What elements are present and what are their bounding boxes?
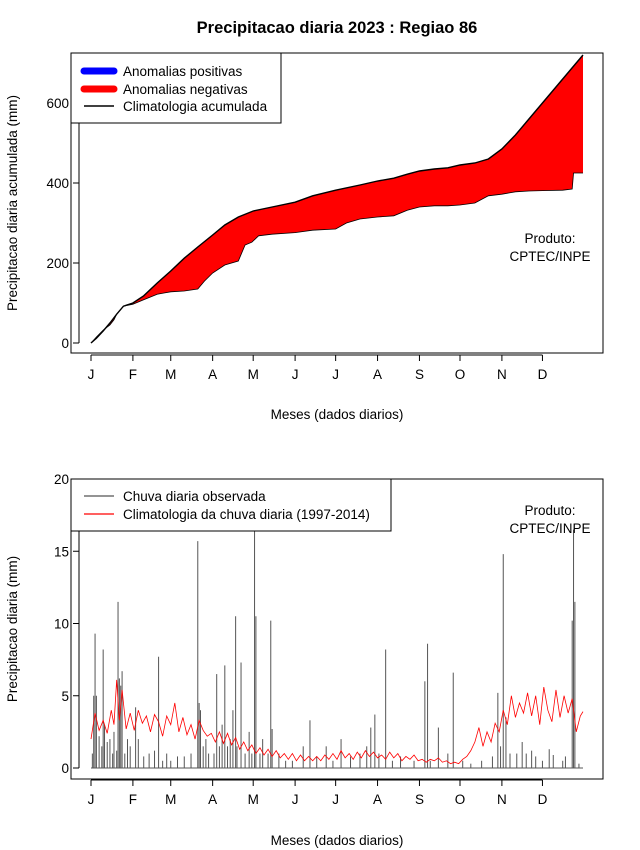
daily-x-tick-label: A <box>373 792 382 807</box>
cumulative-x-axis-label: Meses (dados diarios) <box>271 407 404 422</box>
cumulative-y-tick-label: 600 <box>46 96 69 111</box>
cumulative-y-tick-label: 400 <box>46 176 69 191</box>
cumulative-legend: Anomalias positivas Anomalias negativas … <box>70 52 282 124</box>
daily-x-tick-label: D <box>538 792 548 807</box>
cumulative-y-tick-label: 0 <box>61 336 69 351</box>
daily-x-tick-label: M <box>165 792 176 807</box>
cumulative-x-tick-label: F <box>129 367 137 382</box>
daily-product-source: CPTEC/INPE <box>509 521 590 536</box>
daily-x-tick-label: A <box>208 792 217 807</box>
daily-x-tick-label: F <box>129 792 137 807</box>
cumulative-plot-area <box>90 54 584 344</box>
daily-y-tick-label: 5 <box>61 689 69 704</box>
cumulative-x-tick-label: J <box>292 367 299 382</box>
daily-x-tick-label: O <box>455 792 466 807</box>
cumulative-x-tick-label: D <box>538 367 548 382</box>
daily-axes: J F M A M J J A S O N D 0 5 10 15 20 <box>54 472 548 807</box>
daily-x-tick-label: M <box>248 792 259 807</box>
product-label: Produto: <box>524 231 575 246</box>
cumulative-x-tick-label: O <box>455 367 466 382</box>
cumulative-y-tick-label: 200 <box>46 256 69 271</box>
observed-cumulative-line <box>90 172 583 344</box>
daily-x-tick-label: J <box>292 792 299 807</box>
cumulative-x-tick-label: J <box>332 367 339 382</box>
cumulative-x-tick-label: M <box>165 367 176 382</box>
daily-x-tick-label: N <box>497 792 507 807</box>
cumulative-chart: J F M A M J J A S O N D 0 200 400 600 Precipitacao diar… <box>5 52 604 422</box>
daily-legend-box <box>70 478 392 532</box>
cumulative-x-tick-label: S <box>415 367 424 382</box>
daily-y-tick-label: 10 <box>54 617 69 632</box>
cumulative-x-tick-label: A <box>208 367 217 382</box>
cumulative-x-tick-label: A <box>373 367 382 382</box>
climatology-cumulative-line <box>90 54 584 344</box>
daily-legend: Chuva diaria observada Climatologia da c… <box>70 478 392 532</box>
cumulative-y-axis-label: Precipitacao diaria acumulada (mm) <box>5 95 20 311</box>
daily-x-tick-label: J <box>332 792 339 807</box>
daily-climatology-line <box>90 679 584 765</box>
legend-label-observed: Chuva diaria observada <box>123 489 266 504</box>
cumulative-x-tick-label: M <box>248 367 259 382</box>
product-source: CPTEC/INPE <box>509 249 590 264</box>
daily-y-tick-label: 15 <box>54 544 69 559</box>
daily-product-label: Produto: <box>524 503 575 518</box>
cumulative-x-tick-label: J <box>88 367 95 382</box>
daily-x-tick-label: J <box>88 792 95 807</box>
legend-label-negative: Anomalias negativas <box>123 82 248 97</box>
legend-label-climatology: Climatologia acumulada <box>123 99 268 114</box>
daily-chart: J F M A M J J A S O N D 0 5 10 15 20 Precipitacao diaria… <box>5 472 604 848</box>
daily-plot-area <box>90 529 584 769</box>
daily-y-tick-label: 0 <box>61 761 69 776</box>
legend-label-positive: Anomalias positivas <box>123 64 243 79</box>
cumulative-plot-frame <box>70 52 604 354</box>
legend-label-daily-climatology: Climatologia da chuva diaria (1997-2014) <box>123 507 370 522</box>
daily-x-tick-label: S <box>415 792 424 807</box>
daily-y-axis-label: Precipitacao diaria (mm) <box>5 556 20 702</box>
cumulative-axes: J F M A M J J A S O N D 0 200 400 600 <box>46 96 547 382</box>
negative-anomaly-area <box>124 55 583 306</box>
cumulative-x-tick-label: N <box>497 367 507 382</box>
daily-x-axis-label: Meses (dados diarios) <box>271 833 404 848</box>
chart-title: Precipitacao diaria 2023 : Regiao 86 <box>197 19 478 37</box>
daily-y-tick-label: 20 <box>54 472 69 487</box>
